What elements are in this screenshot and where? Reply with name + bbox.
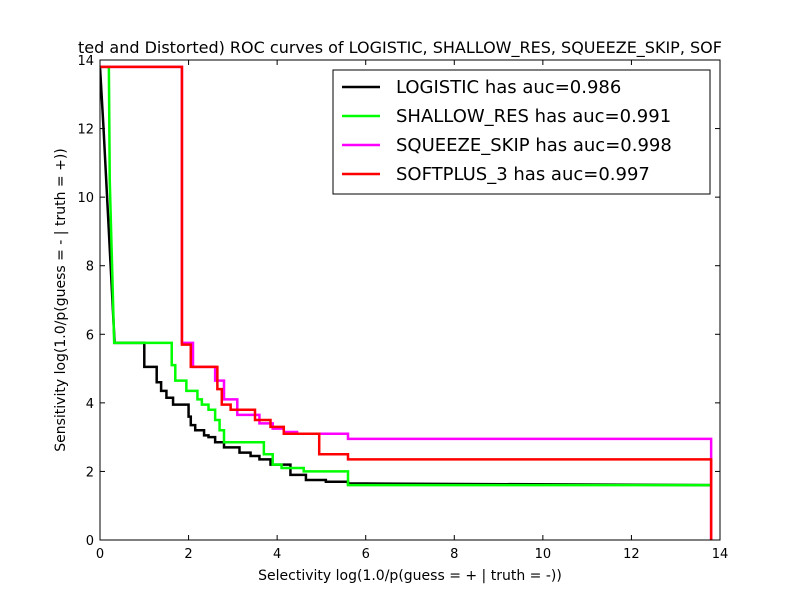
legend-entry-3: SOFTPLUS_3 has auc=0.997 bbox=[342, 164, 650, 185]
y-tick-label: 0 bbox=[86, 534, 94, 549]
ticks-layer: 0 2 4 6 8 10 12 14 0 2 4 6 8 10 12 14 bbox=[77, 54, 728, 562]
series-layer bbox=[100, 65, 713, 540]
legend-label: SQUEEZE_SKIP has auc=0.998 bbox=[396, 135, 672, 156]
x-tick-label: 6 bbox=[362, 547, 370, 562]
x-tick-label: 4 bbox=[273, 547, 281, 562]
series-line-0 bbox=[100, 66, 712, 487]
legend-entry-2: SQUEEZE_SKIP has auc=0.998 bbox=[342, 135, 672, 156]
legend-label: SHALLOW_RES has auc=0.991 bbox=[396, 106, 671, 127]
y-tick-label: 12 bbox=[77, 123, 94, 138]
legend-box bbox=[332, 69, 711, 195]
x-axis-label: Selectivity log(1.0/p(guess = + | truth … bbox=[258, 568, 562, 584]
legend-label: LOGISTIC has auc=0.986 bbox=[396, 77, 621, 98]
x-tick-label: 2 bbox=[184, 547, 192, 562]
x-tick-label: 14 bbox=[712, 547, 729, 562]
y-tick-label: 8 bbox=[86, 260, 94, 275]
x-tick-label: 12 bbox=[623, 547, 640, 562]
y-tick-label: 6 bbox=[86, 328, 94, 343]
legend-label: SOFTPLUS_3 has auc=0.997 bbox=[396, 164, 650, 185]
y-tick-label: 14 bbox=[77, 54, 94, 69]
series-line-1 bbox=[100, 65, 712, 487]
legend-entry-1: SHALLOW_RES has auc=0.991 bbox=[342, 106, 671, 127]
x-tick-label: 8 bbox=[450, 547, 458, 562]
y-tick-label: 4 bbox=[86, 397, 94, 412]
legend-entry-0: LOGISTIC has auc=0.986 bbox=[342, 77, 621, 98]
y-axis-label: Sensitivity log(1.0/p(guess = - | truth … bbox=[53, 148, 69, 452]
y-tick-label: 10 bbox=[77, 191, 94, 206]
series-line-3 bbox=[100, 65, 713, 540]
chart-title: ted and Distorted) ROC curves of LOGISTI… bbox=[78, 38, 722, 58]
plot-frame bbox=[99, 59, 721, 541]
x-tick-label: 0 bbox=[96, 547, 104, 562]
x-tick-label: 10 bbox=[535, 547, 552, 562]
y-tick-label: 2 bbox=[86, 465, 94, 480]
legend: LOGISTIC has auc=0.986 SHALLOW_RES has au… bbox=[332, 69, 711, 195]
